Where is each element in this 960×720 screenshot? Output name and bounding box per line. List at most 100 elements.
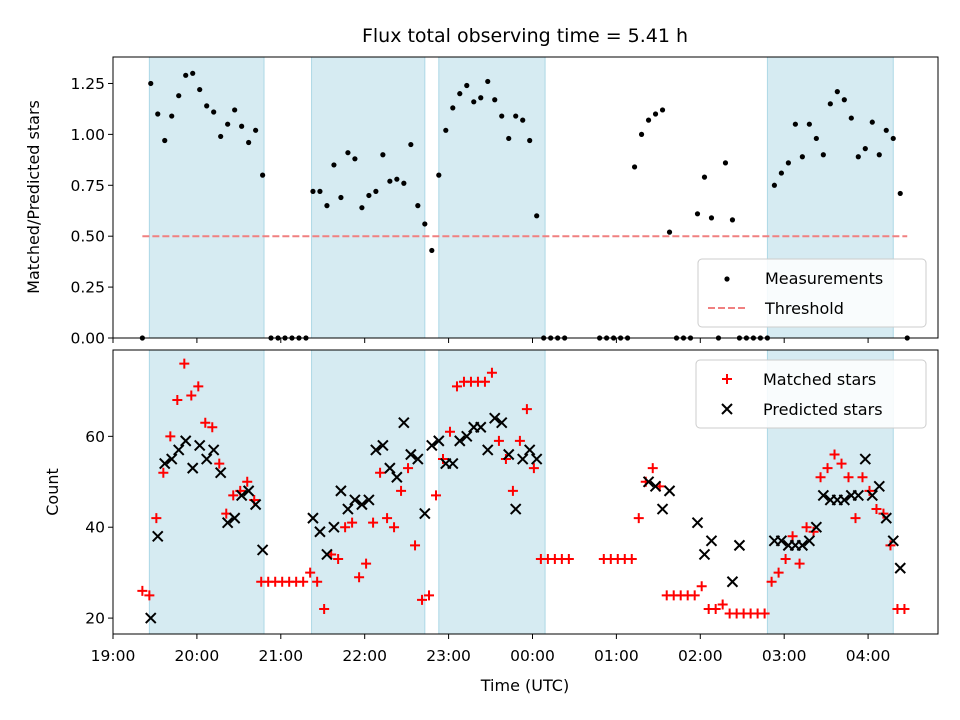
predicted-star-point xyxy=(193,439,206,452)
predicted-star-point xyxy=(419,507,431,520)
measurement-point xyxy=(162,137,168,144)
predicted-star-point xyxy=(166,453,178,465)
x-tick-label: 20:00 xyxy=(175,647,220,665)
predicted-star-point xyxy=(314,526,326,538)
predicted-star-point xyxy=(249,498,262,511)
measurement-point xyxy=(478,95,484,101)
measurement-point xyxy=(352,156,358,162)
measurement-point xyxy=(897,190,903,197)
measurement-point xyxy=(345,150,351,156)
matched-star-point xyxy=(822,463,833,474)
matched-star-point xyxy=(305,567,316,578)
predicted-star-point xyxy=(733,539,746,552)
matched-star-point xyxy=(410,540,421,551)
predicted-star-point xyxy=(433,435,445,447)
predicted-star-point xyxy=(775,535,788,547)
legend-measurements-label: Measurements xyxy=(765,269,883,288)
predicted-star-point xyxy=(482,444,494,456)
x-tick-label: 01:00 xyxy=(594,647,639,665)
predicted-star-point xyxy=(726,576,739,588)
predicted-star-point xyxy=(384,462,396,474)
matched-star-point xyxy=(389,522,400,533)
measurement-point xyxy=(694,211,701,217)
measurement-point xyxy=(771,182,777,188)
measurement-point xyxy=(855,154,861,160)
measurement-point xyxy=(666,229,673,235)
y-tick-label: 0.50 xyxy=(70,228,105,246)
measurement-point xyxy=(338,194,344,201)
predicted-star-point xyxy=(852,489,865,502)
measurement-point xyxy=(197,86,203,93)
predicted-star-point xyxy=(698,548,711,561)
matched-star-point xyxy=(228,490,239,501)
top-x-ticks xyxy=(112,338,869,343)
predicted-star-point xyxy=(242,485,255,497)
predicted-stars-points xyxy=(145,412,906,624)
measurement-point xyxy=(883,127,889,133)
observing-window xyxy=(438,56,546,339)
matched-star-point xyxy=(878,508,889,519)
measurement-point xyxy=(792,121,798,127)
x-tick-label: 03:00 xyxy=(762,647,807,665)
observing-window xyxy=(148,56,265,339)
measurement-point xyxy=(310,188,316,194)
measurement-point xyxy=(513,113,519,119)
predicted-star-point xyxy=(447,457,459,470)
measurement-point xyxy=(645,117,652,123)
x-axis-title: Time (UTC) xyxy=(480,676,569,695)
matched-star-point xyxy=(507,485,518,496)
measurement-point xyxy=(485,78,491,85)
measurement-point xyxy=(155,111,161,117)
matched-star-point xyxy=(172,394,183,405)
predicted-star-point xyxy=(803,535,816,547)
matched-star-point xyxy=(780,554,791,565)
measurement-point xyxy=(415,203,421,209)
measurement-point xyxy=(506,135,512,142)
predicted-star-point xyxy=(656,503,669,515)
matched-stars-points xyxy=(137,358,910,619)
predicted-star-point xyxy=(894,562,906,574)
matched-star-point xyxy=(871,504,882,515)
top-y-axis: 0.00 0.25 0.50 0.75 1.00 1.25 xyxy=(70,75,113,348)
predicted-star-point xyxy=(342,503,354,515)
legend-matched-label: Matched stars xyxy=(763,370,876,389)
predicted-star-point xyxy=(880,512,892,524)
matched-star-point xyxy=(207,422,218,433)
predicted-star-point xyxy=(691,516,704,529)
predicted-star-point xyxy=(796,539,809,552)
predicted-star-point xyxy=(356,498,368,511)
measurement-point xyxy=(190,70,196,76)
matched-star-point xyxy=(151,513,162,524)
measurement-point xyxy=(890,135,896,142)
matched-star-point xyxy=(375,467,386,478)
matched-star-point xyxy=(347,517,358,528)
matched-star-point xyxy=(424,590,435,601)
legend-measurements-marker xyxy=(724,276,730,282)
measurement-point xyxy=(408,141,414,148)
matched-star-point xyxy=(186,390,197,401)
measurement-point xyxy=(218,133,224,140)
measurement-point xyxy=(499,113,505,119)
matched-star-point xyxy=(431,490,442,501)
predicted-star-point xyxy=(173,444,185,456)
matched-star-point xyxy=(368,517,379,528)
matched-star-point xyxy=(843,472,854,483)
matched-star-point xyxy=(794,558,805,569)
matched-star-point xyxy=(500,454,511,465)
predicted-star-point xyxy=(307,512,319,524)
y-tick-label: 60 xyxy=(85,428,105,446)
predicted-star-point xyxy=(321,548,333,561)
matched-star-point xyxy=(417,594,428,605)
measurement-point xyxy=(820,152,826,158)
bottom-legend-box xyxy=(695,359,927,429)
predicted-star-point xyxy=(705,535,718,547)
measurement-point xyxy=(862,146,868,152)
measurement-point xyxy=(324,203,330,209)
matched-star-point xyxy=(829,449,840,460)
predicted-star-point xyxy=(475,421,487,433)
observing-window xyxy=(311,349,426,635)
matched-star-point xyxy=(493,435,504,446)
top-legend: Measurements Threshold xyxy=(697,258,927,328)
measurement-point xyxy=(652,111,659,117)
measurement-point xyxy=(534,213,540,219)
